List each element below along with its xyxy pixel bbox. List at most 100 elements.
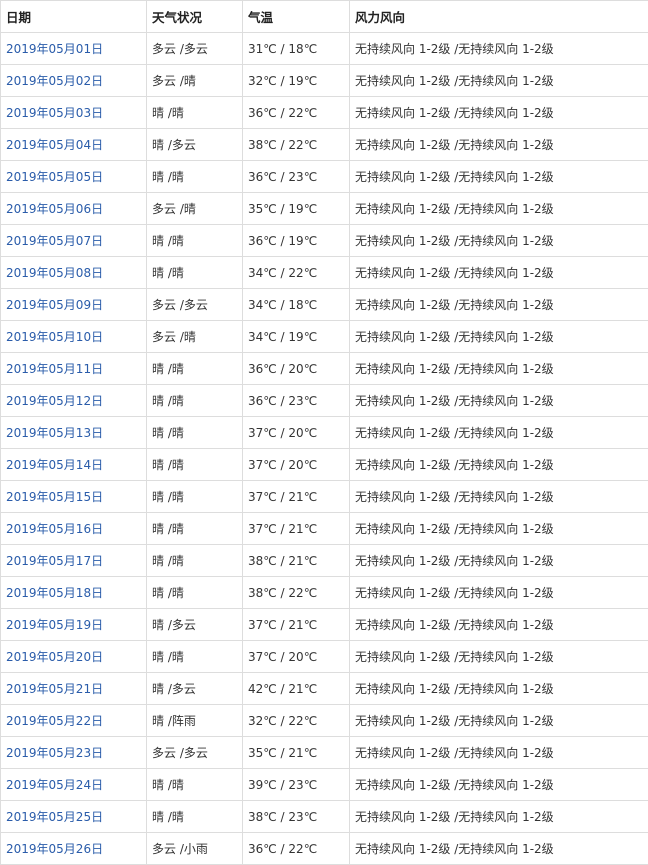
table-row: 2019年05月02日 多云 /晴 32℃ / 19℃ 无持续风向 1-2级 /无持续… bbox=[0, 64, 648, 97]
date-link[interactable]: 2019年05月08日 bbox=[6, 266, 104, 280]
temperature-cell: 35℃ / 19℃ bbox=[242, 192, 350, 225]
table-row: 2019年05月17日 晴 /晴 38℃ / 21℃ 无持续风向 1-2级 /无持续风… bbox=[0, 544, 648, 577]
temperature-cell: 31℃ / 18℃ bbox=[242, 32, 350, 65]
table-row: 2019年05月13日 晴 /晴 37℃ / 20℃ 无持续风向 1-2级 /无持续风… bbox=[0, 416, 648, 449]
wind-cell: 无持续风向 1-2级 /无持续风向 1-2级 bbox=[349, 128, 648, 161]
temperature-cell: 38℃ / 23℃ bbox=[242, 800, 350, 833]
date-cell: 2019年05月18日 bbox=[0, 576, 147, 609]
date-link[interactable]: 2019年05月06日 bbox=[6, 202, 104, 216]
date-link[interactable]: 2019年05月26日 bbox=[6, 842, 104, 856]
table-row: 2019年05月26日 多云 /小雨 36℃ / 22℃ 无持续风向 1-2级 /无持… bbox=[0, 832, 648, 865]
temperature-cell: 36℃ / 22℃ bbox=[242, 96, 350, 129]
date-link[interactable]: 2019年05月01日 bbox=[6, 42, 104, 56]
date-cell: 2019年05月21日 bbox=[0, 672, 147, 705]
temperature-cell: 37℃ / 20℃ bbox=[242, 448, 350, 481]
table-row: 2019年05月14日 晴 /晴 37℃ / 20℃ 无持续风向 1-2级 /无持续风… bbox=[0, 448, 648, 481]
temperature-cell: 36℃ / 23℃ bbox=[242, 160, 350, 193]
wind-cell: 无持续风向 1-2级 /无持续风向 1-2级 bbox=[349, 704, 648, 737]
wind-cell: 无持续风向 1-2级 /无持续风向 1-2级 bbox=[349, 800, 648, 833]
temperature-cell: 34℃ / 22℃ bbox=[242, 256, 350, 289]
date-link[interactable]: 2019年05月11日 bbox=[6, 362, 104, 376]
wind-cell: 无持续风向 1-2级 /无持续风向 1-2级 bbox=[349, 160, 648, 193]
table-row: 2019年05月08日 晴 /晴 34℃ / 22℃ 无持续风向 1-2级 /无持续风… bbox=[0, 256, 648, 289]
table-row: 2019年05月21日 晴 /多云 42℃ / 21℃ 无持续风向 1-2级 /无持续… bbox=[0, 672, 648, 705]
weather-cell: 晴 /晴 bbox=[146, 96, 243, 129]
date-link[interactable]: 2019年05月16日 bbox=[6, 522, 104, 536]
date-link[interactable]: 2019年05月24日 bbox=[6, 778, 104, 792]
temperature-cell: 32℃ / 22℃ bbox=[242, 704, 350, 737]
temperature-cell: 38℃ / 22℃ bbox=[242, 128, 350, 161]
table-row: 2019年05月22日 晴 /阵雨 32℃ / 22℃ 无持续风向 1-2级 /无持续… bbox=[0, 704, 648, 737]
temperature-cell: 36℃ / 20℃ bbox=[242, 352, 350, 385]
temperature-cell: 36℃ / 23℃ bbox=[242, 384, 350, 417]
date-cell: 2019年05月03日 bbox=[0, 96, 147, 129]
date-link[interactable]: 2019年05月02日 bbox=[6, 74, 104, 88]
wind-cell: 无持续风向 1-2级 /无持续风向 1-2级 bbox=[349, 544, 648, 577]
date-link[interactable]: 2019年05月18日 bbox=[6, 586, 104, 600]
temperature-cell: 36℃ / 22℃ bbox=[242, 832, 350, 865]
wind-cell: 无持续风向 1-2级 /无持续风向 1-2级 bbox=[349, 448, 648, 481]
temperature-cell: 37℃ / 21℃ bbox=[242, 512, 350, 545]
date-link[interactable]: 2019年05月14日 bbox=[6, 458, 104, 472]
date-link[interactable]: 2019年05月03日 bbox=[6, 106, 104, 120]
table-row: 2019年05月07日 晴 /晴 36℃ / 19℃ 无持续风向 1-2级 /无持续风… bbox=[0, 224, 648, 257]
wind-cell: 无持续风向 1-2级 /无持续风向 1-2级 bbox=[349, 64, 648, 97]
date-cell: 2019年05月14日 bbox=[0, 448, 147, 481]
weather-cell: 多云 /晴 bbox=[146, 320, 243, 353]
wind-cell: 无持续风向 1-2级 /无持续风向 1-2级 bbox=[349, 608, 648, 641]
date-link[interactable]: 2019年05月07日 bbox=[6, 234, 104, 248]
date-link[interactable]: 2019年05月15日 bbox=[6, 490, 104, 504]
wind-cell: 无持续风向 1-2级 /无持续风向 1-2级 bbox=[349, 224, 648, 257]
weather-cell: 晴 /晴 bbox=[146, 800, 243, 833]
date-link[interactable]: 2019年05月19日 bbox=[6, 618, 104, 632]
date-cell: 2019年05月22日 bbox=[0, 704, 147, 737]
date-link[interactable]: 2019年05月17日 bbox=[6, 554, 104, 568]
table-row: 2019年05月03日 晴 /晴 36℃ / 22℃ 无持续风向 1-2级 /无持续风… bbox=[0, 96, 648, 129]
date-link[interactable]: 2019年05月22日 bbox=[6, 714, 104, 728]
table-row: 2019年05月06日 多云 /晴 35℃ / 19℃ 无持续风向 1-2级 /无持续… bbox=[0, 192, 648, 225]
wind-cell: 无持续风向 1-2级 /无持续风向 1-2级 bbox=[349, 256, 648, 289]
table-row: 2019年05月05日 晴 /晴 36℃ / 23℃ 无持续风向 1-2级 /无持续风… bbox=[0, 160, 648, 193]
weather-cell: 多云 /晴 bbox=[146, 192, 243, 225]
table-row: 2019年05月11日 晴 /晴 36℃ / 20℃ 无持续风向 1-2级 /无持续风… bbox=[0, 352, 648, 385]
temperature-cell: 39℃ / 23℃ bbox=[242, 768, 350, 801]
wind-cell: 无持续风向 1-2级 /无持续风向 1-2级 bbox=[349, 320, 648, 353]
weather-cell: 晴 /晴 bbox=[146, 544, 243, 577]
weather-cell: 晴 /晴 bbox=[146, 480, 243, 513]
temperature-cell: 35℃ / 21℃ bbox=[242, 736, 350, 769]
table-row: 2019年05月16日 晴 /晴 37℃ / 21℃ 无持续风向 1-2级 /无持续风… bbox=[0, 512, 648, 545]
date-link[interactable]: 2019年05月13日 bbox=[6, 426, 104, 440]
date-link[interactable]: 2019年05月12日 bbox=[6, 394, 104, 408]
date-link[interactable]: 2019年05月05日 bbox=[6, 170, 104, 184]
date-link[interactable]: 2019年05月21日 bbox=[6, 682, 104, 696]
date-link[interactable]: 2019年05月20日 bbox=[6, 650, 104, 664]
date-link[interactable]: 2019年05月25日 bbox=[6, 810, 104, 824]
wind-cell: 无持续风向 1-2级 /无持续风向 1-2级 bbox=[349, 512, 648, 545]
date-link[interactable]: 2019年05月09日 bbox=[6, 298, 104, 312]
date-cell: 2019年05月01日 bbox=[0, 32, 147, 65]
table-row: 2019年05月18日 晴 /晴 38℃ / 22℃ 无持续风向 1-2级 /无持续风… bbox=[0, 576, 648, 609]
temperature-cell: 37℃ / 21℃ bbox=[242, 608, 350, 641]
wind-cell: 无持续风向 1-2级 /无持续风向 1-2级 bbox=[349, 416, 648, 449]
weather-cell: 多云 /晴 bbox=[146, 64, 243, 97]
wind-cell: 无持续风向 1-2级 /无持续风向 1-2级 bbox=[349, 768, 648, 801]
date-link[interactable]: 2019年05月10日 bbox=[6, 330, 104, 344]
temperature-cell: 32℃ / 19℃ bbox=[242, 64, 350, 97]
wind-cell: 无持续风向 1-2级 /无持续风向 1-2级 bbox=[349, 480, 648, 513]
date-cell: 2019年05月20日 bbox=[0, 640, 147, 673]
table-row: 2019年05月15日 晴 /晴 37℃ / 21℃ 无持续风向 1-2级 /无持续风… bbox=[0, 480, 648, 513]
date-cell: 2019年05月06日 bbox=[0, 192, 147, 225]
table-row: 2019年05月19日 晴 /多云 37℃ / 21℃ 无持续风向 1-2级 /无持续… bbox=[0, 608, 648, 641]
weather-cell: 晴 /晴 bbox=[146, 224, 243, 257]
date-link[interactable]: 2019年05月23日 bbox=[6, 746, 104, 760]
date-link[interactable]: 2019年05月04日 bbox=[6, 138, 104, 152]
header-weather: 天气状况 bbox=[146, 0, 243, 33]
date-cell: 2019年05月10日 bbox=[0, 320, 147, 353]
table-row: 2019年05月10日 多云 /晴 34℃ / 19℃ 无持续风向 1-2级 /无持续… bbox=[0, 320, 648, 353]
temperature-cell: 37℃ / 21℃ bbox=[242, 480, 350, 513]
wind-cell: 无持续风向 1-2级 /无持续风向 1-2级 bbox=[349, 288, 648, 321]
wind-cell: 无持续风向 1-2级 /无持续风向 1-2级 bbox=[349, 192, 648, 225]
table-row: 2019年05月23日 多云 /多云 35℃ / 21℃ 无持续风向 1-2级 /无持… bbox=[0, 736, 648, 769]
date-cell: 2019年05月26日 bbox=[0, 832, 147, 865]
weather-cell: 晴 /晴 bbox=[146, 416, 243, 449]
